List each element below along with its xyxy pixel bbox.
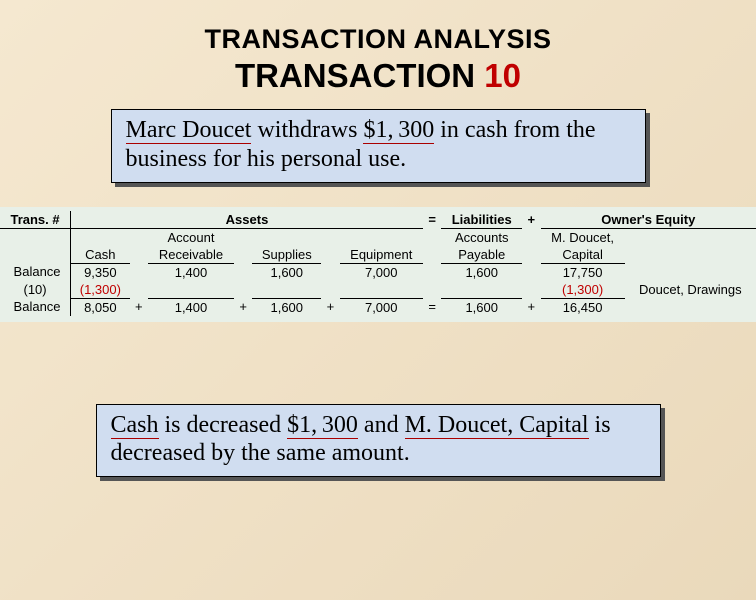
p4: + — [522, 298, 541, 316]
sub-ar1: Account — [148, 228, 234, 246]
ledger-table: Trans. # Assets = Liabilities + Owner's … — [0, 211, 756, 316]
th-eq: = — [423, 211, 442, 229]
v-cap3: 16,450 — [541, 298, 625, 316]
th-oe: Owner's Equity — [541, 211, 756, 229]
sub-ap1: Accounts — [441, 228, 522, 246]
row-balance-1: Balance 9,350 1,400 1,600 7,000 1,600 17… — [0, 263, 756, 281]
lbl-10: (10) — [0, 281, 71, 299]
v-cap2: (1,300) — [541, 281, 625, 299]
sub-equipment: Equipment — [340, 246, 423, 264]
header-row-1: Trans. # Assets = Liabilities + Owner's … — [0, 211, 756, 229]
heading-analysis: TRANSACTION ANALYSIS — [0, 24, 756, 55]
description-box: Marc Doucet withdraws $1, 300 in cash fr… — [111, 109, 646, 183]
sub-ar2: Receivable — [148, 246, 234, 264]
sub-cap1: M. Doucet, — [541, 228, 625, 246]
expl-cash: Cash — [111, 412, 159, 439]
heading-trans-label: TRANSACTION — [235, 57, 484, 94]
heading-trans-number: 10 — [484, 57, 521, 94]
v-sup1: 1,600 — [252, 263, 321, 281]
sub-cap2: Capital — [541, 246, 625, 264]
row-balance-2: Balance 8,050 + 1,400 + 1,600 + 7,000 = … — [0, 298, 756, 316]
desc-t2: withdraws — [251, 117, 363, 143]
v-cap1: 17,750 — [541, 263, 625, 281]
row-transaction-10: (10) (1,300) (1,300) Doucet, Drawings — [0, 281, 756, 299]
th-plus: + — [522, 211, 541, 229]
ledger-table-wrap: Trans. # Assets = Liabilities + Owner's … — [0, 207, 756, 322]
th-assets: Assets — [71, 211, 423, 229]
desc-name: Marc Doucet — [126, 117, 252, 144]
sub-cash: Cash — [71, 246, 130, 264]
expl-t2: is decreased — [159, 412, 288, 438]
expl-t4: and — [358, 412, 405, 438]
v-ar1: 1,400 — [148, 263, 234, 281]
p1: + — [130, 298, 149, 316]
v-ap3: 1,600 — [441, 298, 522, 316]
v-sup3: 1,600 — [252, 298, 321, 316]
lbl-balance1: Balance — [0, 263, 71, 281]
p3: + — [321, 298, 340, 316]
sub-ap2: Payable — [441, 246, 522, 264]
v-cash2: (1,300) — [71, 281, 130, 299]
eq2: = — [423, 298, 442, 316]
v-cash1: 9,350 — [71, 263, 130, 281]
v-note: Doucet, Drawings — [625, 281, 756, 299]
v-eq3: 7,000 — [340, 298, 423, 316]
v-ap1: 1,600 — [441, 263, 522, 281]
th-trans: Trans. # — [0, 211, 71, 229]
desc-amount: $1, 300 — [363, 117, 434, 144]
th-liab: Liabilities — [441, 211, 522, 229]
v-ar3: 1,400 — [148, 298, 234, 316]
sub-supplies: Supplies — [252, 246, 321, 264]
v-cash3: 8,050 — [71, 298, 130, 316]
explanation-box: Cash is decreased $1, 300 and M. Doucet,… — [96, 404, 661, 478]
lbl-balance2: Balance — [0, 298, 71, 316]
p2: + — [234, 298, 253, 316]
heading-transaction: TRANSACTION 10 — [0, 57, 756, 95]
expl-capital: M. Doucet, Capital — [405, 412, 589, 439]
header-row-2b: Cash Receivable Supplies Equipment Payab… — [0, 246, 756, 264]
header-row-2a: Account Accounts M. Doucet, — [0, 228, 756, 246]
expl-amount: $1, 300 — [287, 412, 358, 439]
v-eq1: 7,000 — [340, 263, 423, 281]
